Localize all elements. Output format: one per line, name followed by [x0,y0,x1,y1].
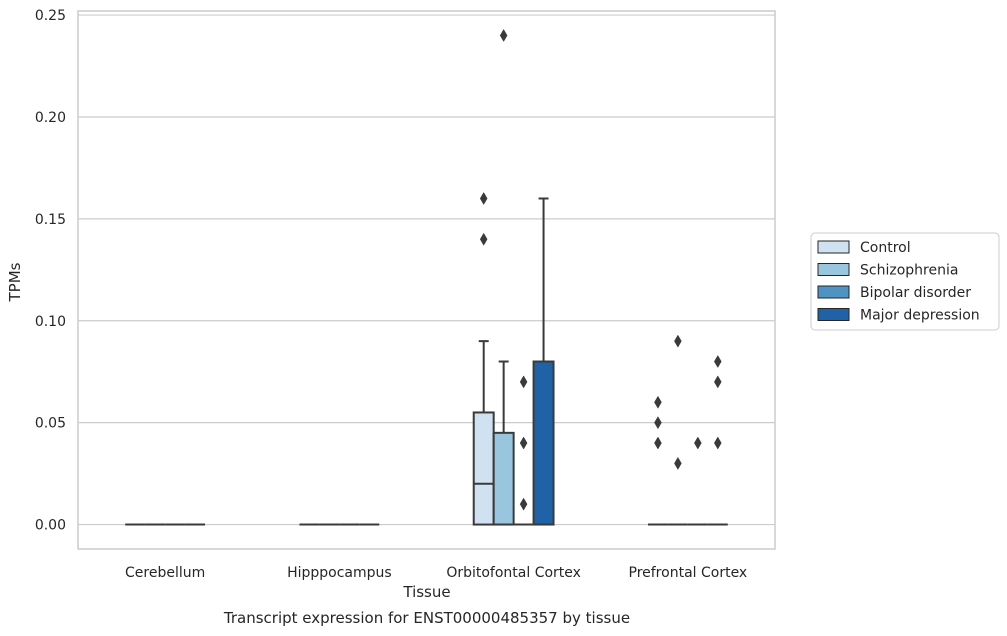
legend-label: Bipolar disorder [860,285,971,301]
outlier-point [674,334,682,348]
y-tick-label: 0.25 [35,8,66,24]
x-tick-label: Orbitofontal Cortex [446,565,581,581]
y-tick-label: 0.15 [35,212,66,228]
legend-swatch [817,240,850,254]
box-group [492,28,515,526]
y-tick-label: 0.00 [35,518,66,534]
outlier-point [519,436,528,450]
box-body [472,411,495,526]
legend-frame [810,232,1000,331]
box-body [532,360,555,526]
box-group [513,375,534,526]
outlier-point [654,436,662,450]
y-tick-labels: 0.00 0.05 0.10 0.15 0.20 0.25 [35,8,66,533]
legend-label: Control [860,240,911,256]
box-group [472,191,495,526]
outlier-point [654,416,662,430]
box-group [647,395,668,526]
y-tick-label: 0.20 [35,110,66,126]
y-axis-label: TPMs [6,262,24,302]
legend-label: Schizophrenia [860,263,958,279]
box-group [707,355,728,526]
legend: Control Schizophrenia Bipolar disorder Majo… [810,232,1000,331]
legend-swatch [817,308,850,321]
outlier-point [714,375,722,389]
outlier-point [479,191,488,205]
outlier-point [479,232,488,246]
box-body [492,431,515,526]
legend-swatch [817,263,850,276]
box-group [667,334,688,526]
box-group [532,197,555,526]
outlier-point [499,28,508,42]
outlier-point [714,436,722,450]
boxes [125,28,728,526]
box-group [687,436,708,526]
outlier-point [694,436,702,450]
x-tick-labels: Cerebellum Hipppocampus Orbitofontal Corte… [125,565,747,581]
outlier-point [654,395,662,409]
x-tick-label: Prefrontal Cortex [629,565,748,581]
outlier-point [519,497,528,511]
outlier-point [714,355,722,369]
y-tick-label: 0.10 [35,314,66,330]
outlier-point [674,456,682,470]
plot-frame [77,10,776,550]
chart-caption: Transcript expression for ENST0000048535… [223,609,630,627]
x-tick-label: Cerebellum [125,565,205,581]
outlier-point [519,375,528,389]
legend-swatch [817,285,850,299]
x-tick-label: Hipppocampus [287,565,392,581]
x-axis-label: Tissue [402,583,450,601]
y-tick-label: 0.05 [35,416,66,432]
legend-label: Major depression [860,308,980,324]
